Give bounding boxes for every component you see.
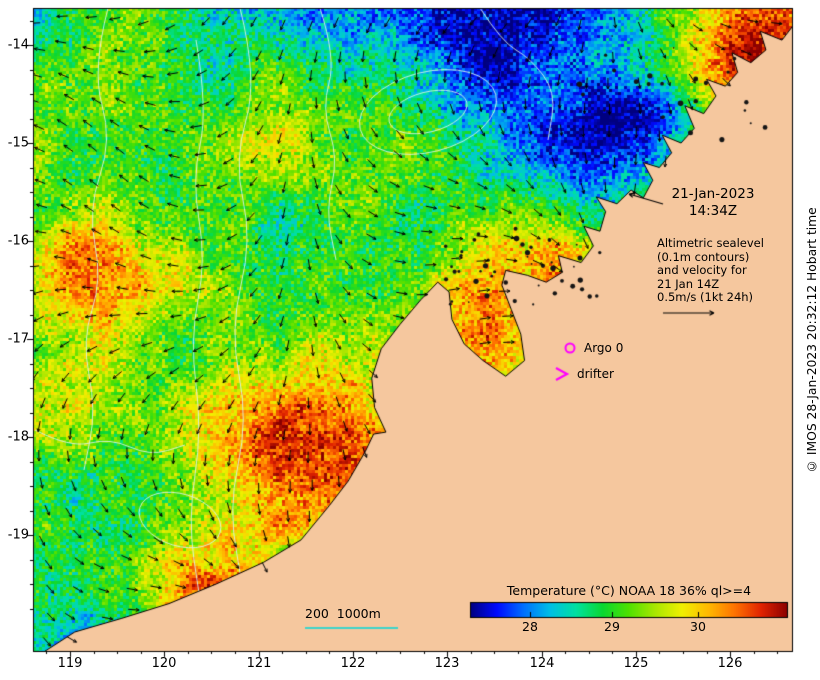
- y-tick-label: -18: [7, 429, 29, 445]
- altimetric-line: Altimetric sealevel: [657, 236, 764, 250]
- timestamp-date: 21-Jan-2023: [671, 186, 755, 202]
- x-tick-label: 119: [57, 656, 83, 671]
- y-tick-label: -14: [7, 37, 29, 53]
- x-tick-label: 120: [151, 656, 177, 671]
- x-tick-label: 125: [623, 656, 649, 671]
- y-tick-label: -17: [7, 331, 29, 347]
- timestamp-time: 14:34Z: [688, 203, 738, 219]
- altimetric-line: (0.1m contours): [657, 249, 750, 264]
- altimetric-line: 21 Jan 14Z: [657, 276, 720, 291]
- x-tick-label: 126: [717, 656, 743, 671]
- x-tick-label: 124: [529, 656, 555, 671]
- colorbar-tick-label: 28: [522, 619, 538, 634]
- x-tick-label: 123: [434, 656, 460, 671]
- altimetric-line: 0.5m/s (1kt 24h): [657, 290, 754, 304]
- altimetric-annotation: Altimetric sealevel (0.1m contours) and …: [657, 236, 764, 305]
- x-tick-label: 121: [246, 656, 272, 671]
- drifter-label: drifter: [577, 367, 614, 381]
- depth-scale-label: 200 1000m: [305, 606, 381, 621]
- x-tick-label: 122: [340, 656, 366, 671]
- y-tick-label: -19: [7, 527, 29, 543]
- argo-label: Argo 0: [584, 341, 624, 355]
- altimetric-line: and velocity for: [657, 263, 747, 277]
- colorbar-tick-label: 30: [690, 619, 706, 634]
- credit-text: © IMOS 28-Jan-2023 20:32:12 Hobart time: [805, 207, 819, 473]
- y-tick-label: -16: [7, 233, 29, 249]
- timestamp-annotation: 21-Jan-2023 14:34Z: [661, 186, 765, 220]
- colorbar-title: Temperature (°C) NOAA 18 36% ql>=4: [506, 583, 752, 598]
- colorbar-tick-label: 29: [604, 619, 620, 634]
- y-tick-label: -15: [7, 135, 29, 151]
